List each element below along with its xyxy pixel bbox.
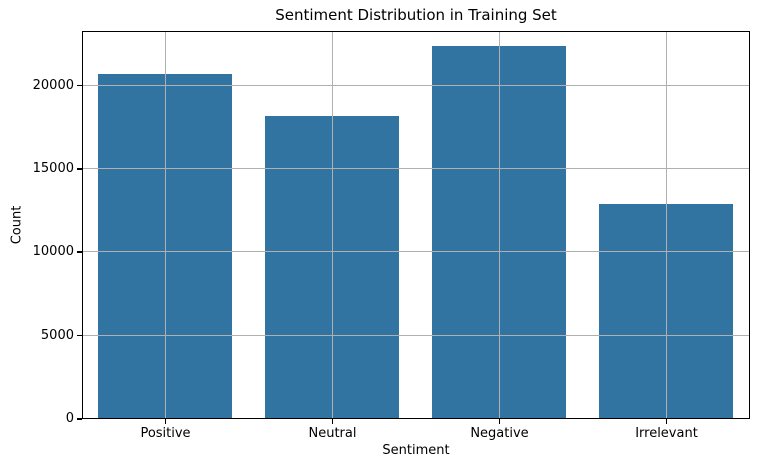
v-gridline-irrelevant [665, 32, 667, 418]
y-tick-label-15000: 15000 [32, 161, 74, 177]
y-tick-label-10000: 10000 [32, 244, 74, 260]
y-tick-0 [77, 418, 82, 420]
x-tick-label-irrelevant: Irrelevant [635, 426, 698, 441]
v-gridline-positive [164, 32, 166, 418]
x-tick-label-neutral: Neutral [308, 426, 357, 441]
x-tick-irrelevant [665, 419, 668, 424]
x-tick-neutral [331, 419, 334, 424]
y-tick-20000 [77, 84, 82, 87]
x-tick-positive [164, 419, 167, 424]
x-tick-label-positive: Positive [140, 426, 191, 441]
y-tick-15000 [77, 168, 82, 170]
x-tick-negative [498, 419, 501, 424]
h-gridline-5000 [83, 334, 749, 336]
h-gridline-10000 [83, 251, 749, 253]
v-gridline-neutral [331, 32, 333, 418]
x-axis-label: Sentiment [382, 443, 450, 458]
plot-area [82, 31, 750, 419]
y-tick-label-0: 0 [65, 411, 74, 426]
v-gridline-negative [498, 32, 500, 418]
y-axis-label: Count [9, 205, 25, 245]
y-tick-label-5000: 5000 [40, 327, 74, 343]
chart-title: Sentiment Distribution in Training Set [275, 6, 557, 24]
x-tick-label-negative: Negative [470, 426, 529, 441]
h-gridline-20000 [83, 84, 749, 86]
y-tick-label-20000: 20000 [32, 77, 74, 93]
h-gridline-15000 [83, 168, 749, 170]
y-tick-5000 [77, 334, 82, 337]
y-tick-10000 [77, 251, 82, 253]
